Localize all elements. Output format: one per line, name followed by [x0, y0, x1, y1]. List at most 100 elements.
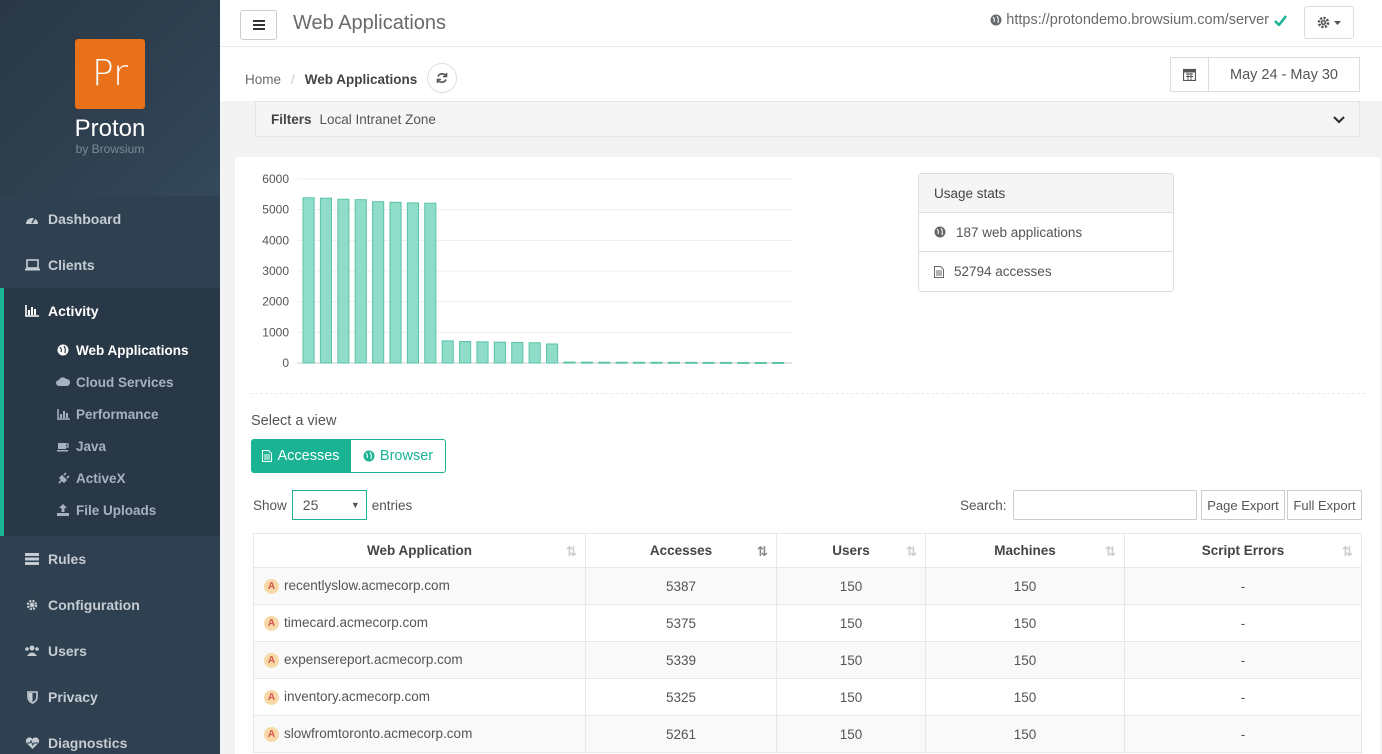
chart-bar[interactable]	[598, 361, 611, 364]
sidebar-item-clients[interactable]: Clients	[0, 242, 220, 288]
sidebar-item-activity[interactable]: Activity	[4, 288, 220, 334]
filters-label: Filters	[271, 111, 312, 127]
server-url[interactable]: https://protondemo.browsium.com/server	[990, 12, 1287, 28]
sidebar-subitem-java[interactable]: Java	[4, 430, 220, 462]
chart-bar[interactable]	[511, 341, 524, 364]
sidebar-item-label: Rules	[48, 551, 87, 567]
chart-bar[interactable]	[354, 199, 367, 364]
column-header-web-application[interactable]: Web Application ⇅	[253, 533, 586, 568]
full-export-button[interactable]: Full Export	[1287, 490, 1362, 520]
sidebar-item-configuration[interactable]: Configuration	[0, 582, 220, 628]
chart-bar[interactable]	[754, 361, 767, 364]
entries-per-page-select[interactable]: 25 ▼	[291, 490, 367, 520]
brand-subtitle: by Browsium	[75, 142, 145, 156]
cell-text: inventory.acmecorp.com	[284, 689, 431, 705]
chart-bar[interactable]	[685, 361, 698, 364]
gear-icon	[1317, 16, 1330, 29]
column-header-label: Script Errors	[1201, 543, 1285, 558]
chart-bar[interactable]	[372, 201, 385, 364]
chart-bar[interactable]	[650, 361, 663, 364]
chart-bar[interactable]	[302, 197, 315, 364]
upload-icon	[56, 504, 70, 516]
column-header-accesses[interactable]: Accesses ⇅	[585, 533, 777, 568]
brand-logo[interactable]: Pr	[75, 39, 145, 109]
sidebar-item-dashboard[interactable]: Dashboard	[0, 196, 220, 242]
sidebar-subitem-label: Performance	[76, 406, 159, 422]
sidebar-subitem-cloud-services[interactable]: Cloud Services	[4, 366, 220, 398]
globe-icon	[990, 14, 1002, 26]
cell-machines: 150	[925, 604, 1125, 642]
chart-bar[interactable]	[459, 341, 472, 364]
sort-icon: ⇅	[565, 544, 577, 559]
chart-bar[interactable]	[702, 361, 715, 364]
sidebar-subitem-file-uploads[interactable]: File Uploads	[4, 494, 220, 526]
usage-stats-panel: Usage stats 187 web applications 52794 a…	[918, 173, 1174, 292]
chart-bar[interactable]	[476, 341, 489, 364]
chart-bar[interactable]	[719, 361, 733, 364]
date-range-picker[interactable]: May 24 - May 30	[1170, 57, 1360, 92]
chart-bar[interactable]	[563, 361, 576, 364]
chart-bar[interactable]	[546, 343, 559, 364]
sidebar-item-label: Privacy	[48, 689, 98, 705]
cell-script-errors: -	[1124, 567, 1362, 605]
sidebar-subitem-performance[interactable]: Performance	[4, 398, 220, 430]
column-header-script-errors[interactable]: Script Errors ⇅	[1124, 533, 1362, 568]
y-tick-label: 0	[282, 356, 289, 370]
chart-bar[interactable]	[772, 362, 785, 365]
search-input[interactable]	[1012, 490, 1197, 520]
refresh-button[interactable]	[427, 63, 458, 93]
sidebar-subitem-web-applications[interactable]: Web Applications	[4, 334, 220, 366]
chart-bar[interactable]	[319, 197, 333, 364]
chart-bar[interactable]	[528, 342, 541, 364]
shield-icon	[24, 690, 40, 704]
sidebar-subitem-activex[interactable]: ActiveX	[4, 462, 220, 494]
chart-bar[interactable]	[615, 361, 628, 364]
chart-bar[interactable]	[389, 201, 402, 364]
breadcrumb-home[interactable]: Home	[245, 71, 282, 87]
chart-bar[interactable]	[406, 202, 419, 364]
breadcrumb-separator: /	[291, 71, 295, 87]
app-icon: A	[264, 615, 279, 631]
chart-bar[interactable]	[441, 340, 454, 364]
cell-script-errors: -	[1124, 641, 1362, 679]
column-header-machines[interactable]: Machines ⇅	[925, 533, 1125, 568]
settings-dropdown-button[interactable]	[1304, 6, 1354, 39]
sidebar-item-diagnostics[interactable]: Diagnostics	[0, 720, 220, 754]
chart-bar[interactable]	[493, 341, 506, 364]
sidebar-item-users[interactable]: Users	[0, 628, 220, 674]
chart-bar[interactable]	[737, 361, 750, 364]
cell-users: 150	[776, 567, 926, 605]
chart-bar[interactable]	[580, 361, 593, 364]
chevron-down-icon[interactable]	[1333, 112, 1345, 127]
page-export-button[interactable]: Page Export	[1201, 490, 1285, 520]
browser-view-button[interactable]: Browser	[351, 439, 446, 473]
app-icon: A	[264, 726, 279, 742]
cell-script-errors: -	[1124, 604, 1362, 642]
bar-chart-icon	[24, 305, 40, 317]
sidebar: Pr Proton by Browsium Dashboard Clients …	[0, 0, 220, 754]
accesses-view-button[interactable]: Accesses	[251, 439, 351, 473]
chart-bar[interactable]	[667, 361, 680, 364]
breadcrumb: Home / Web Applications	[245, 63, 458, 93]
menu-toggle-button[interactable]	[240, 10, 277, 40]
sidebar-section-activity: Activity Web Applications Cloud Services…	[0, 288, 220, 536]
plug-icon	[56, 471, 70, 485]
chart-bar[interactable]	[424, 202, 437, 364]
chart-bar[interactable]	[337, 198, 350, 364]
sidebar-item-privacy[interactable]: Privacy	[0, 674, 220, 720]
calendar-icon[interactable]	[1171, 58, 1209, 91]
filters-panel[interactable]: Filters Local Intranet Zone	[255, 101, 1360, 137]
sidebar-item-rules[interactable]: Rules	[0, 536, 220, 582]
chart-bar[interactable]	[632, 361, 646, 364]
column-header-users[interactable]: Users ⇅	[776, 533, 926, 568]
